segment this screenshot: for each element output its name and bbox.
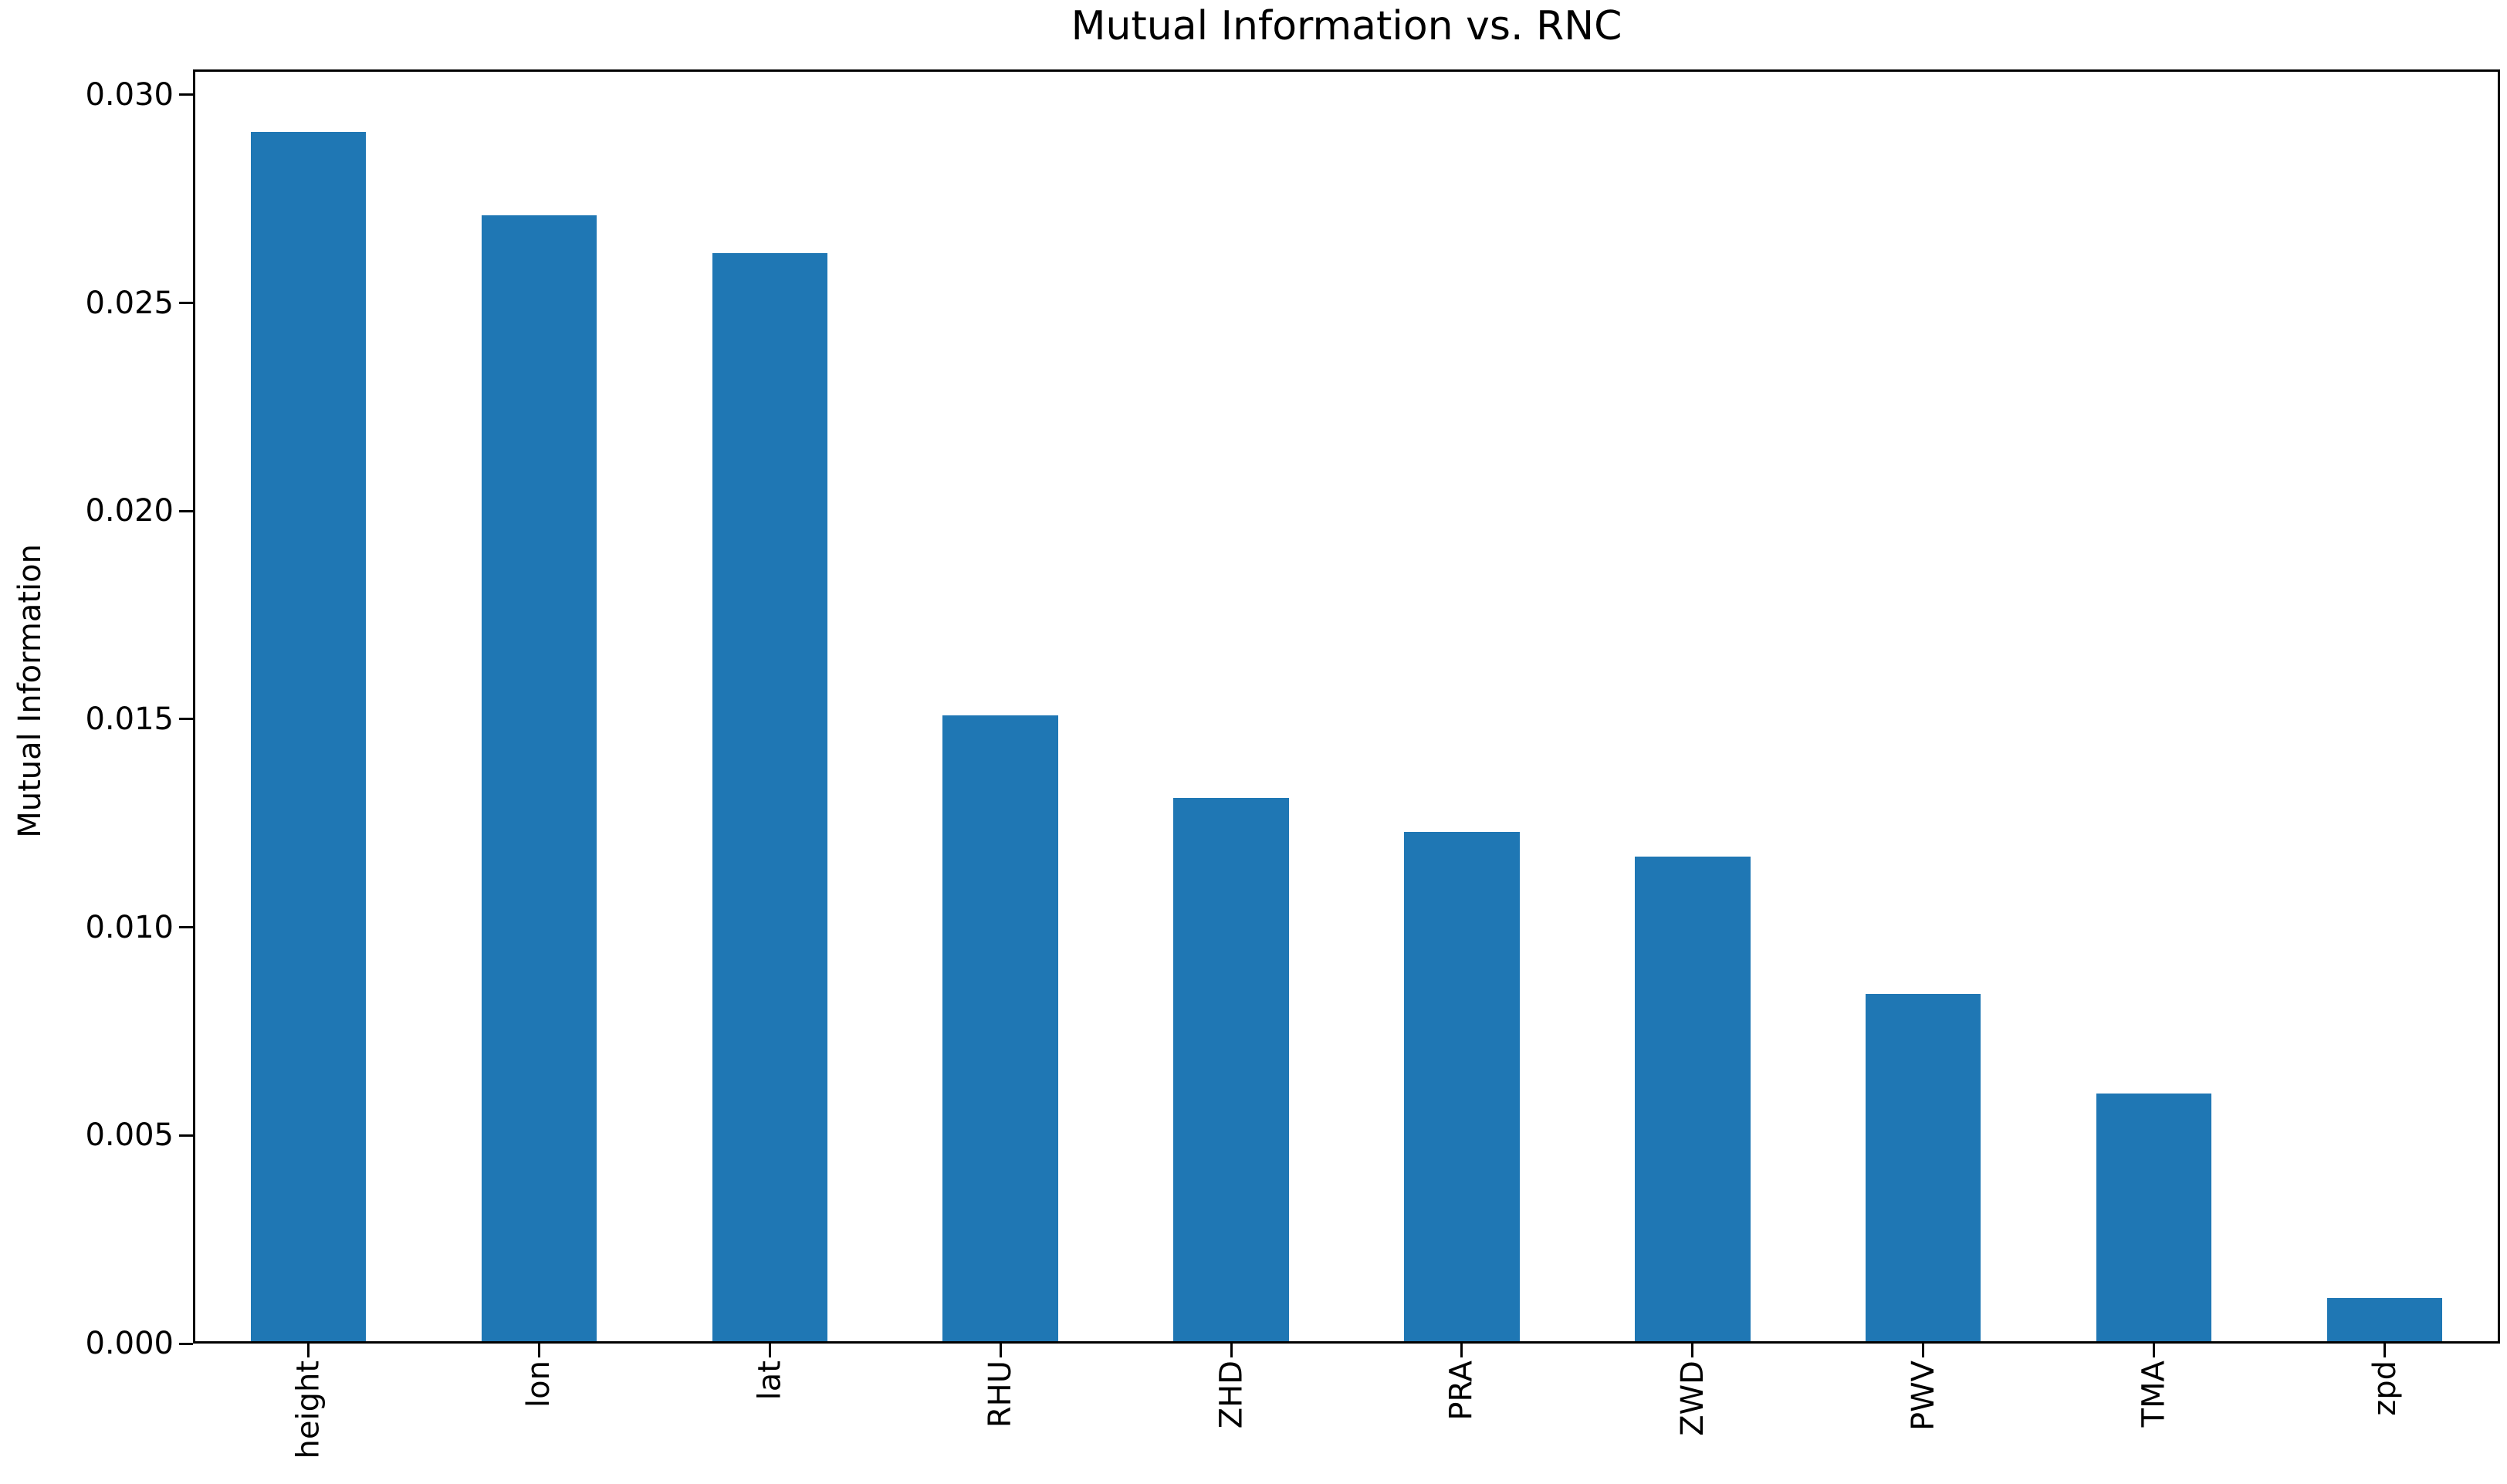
x-tick-mark — [1230, 1344, 1233, 1357]
y-axis-label: Mutual Information — [12, 544, 48, 838]
y-tick-label-0.025: 0.025 — [85, 285, 174, 321]
y-tick-mark — [179, 718, 193, 721]
x-tick-mark — [2153, 1344, 2156, 1357]
y-tick-label-0.010: 0.010 — [85, 909, 174, 945]
y-tick-label-0.015: 0.015 — [85, 701, 174, 737]
bar-TMA — [2096, 1094, 2212, 1344]
x-tick-mark — [1460, 1344, 1463, 1357]
x-tick-mark — [1691, 1344, 1694, 1357]
bar-zpd — [2326, 1297, 2443, 1344]
x-tick-mark — [2384, 1344, 2387, 1357]
x-tick-label-PRA: PRA — [1443, 1361, 1480, 1421]
y-tick-mark — [179, 93, 193, 96]
x-tick-label-PWV: PWV — [1905, 1361, 1941, 1432]
x-tick-label-zpd: zpd — [2367, 1361, 2403, 1416]
y-tick-mark — [179, 509, 193, 512]
y-tick-label-0.030: 0.030 — [85, 76, 174, 113]
x-tick-mark — [537, 1344, 540, 1357]
bar-lat — [712, 252, 827, 1344]
bar-ZHD — [1173, 798, 1289, 1344]
bar-lon — [481, 215, 597, 1344]
x-tick-mark — [999, 1344, 1002, 1357]
y-tick-label-0.005: 0.005 — [85, 1117, 174, 1154]
y-tick-mark — [179, 926, 193, 929]
bar-PWV — [1866, 993, 1981, 1344]
x-tick-label-height: height — [290, 1361, 326, 1459]
plot-area — [193, 69, 2500, 1344]
x-tick-mark — [306, 1344, 310, 1357]
y-tick-mark — [179, 1134, 193, 1137]
y-tick-label-0.000: 0.000 — [85, 1326, 174, 1361]
bar-RHU — [942, 715, 1058, 1344]
x-tick-label-ZWD: ZWD — [1674, 1361, 1710, 1436]
x-tick-mark — [1922, 1344, 1925, 1357]
x-tick-label-TMA: TMA — [2136, 1361, 2172, 1428]
x-tick-label-lon: lon — [521, 1361, 557, 1408]
x-tick-label-ZHD: ZHD — [1213, 1361, 1250, 1429]
bar-height — [250, 132, 367, 1344]
y-tick-mark — [179, 302, 193, 305]
x-tick-label-RHU: RHU — [983, 1361, 1019, 1428]
bar-PRA — [1404, 831, 1520, 1344]
x-tick-label-lat: lat — [752, 1361, 788, 1401]
y-tick-mark — [179, 1342, 193, 1345]
x-tick-mark — [768, 1344, 771, 1357]
chart-title: Mutual Information vs. RNC — [1071, 3, 1622, 49]
bar-ZWD — [1635, 856, 1751, 1344]
y-tick-label-0.020: 0.020 — [85, 493, 174, 529]
